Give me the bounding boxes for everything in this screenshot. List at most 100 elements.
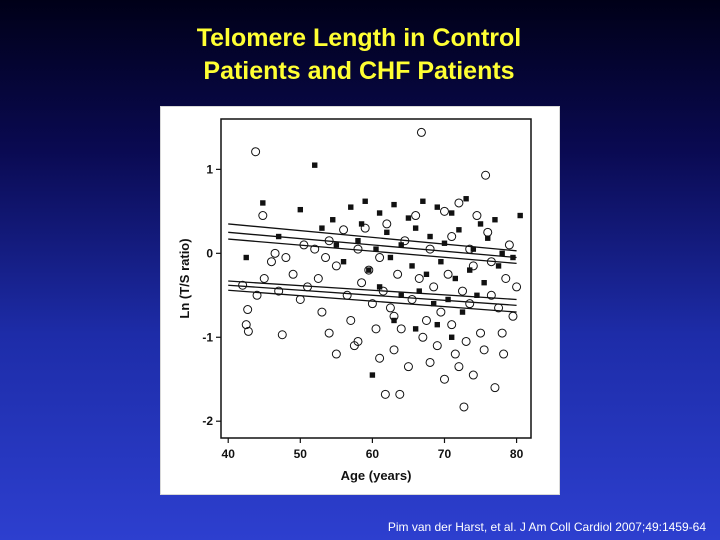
x-axis-label: Age (years) <box>341 468 412 483</box>
chf-point <box>430 300 437 307</box>
control-point <box>400 236 410 246</box>
chf-point <box>434 321 440 328</box>
control-point <box>443 269 453 279</box>
control-point <box>499 349 509 359</box>
regression-line <box>228 280 517 301</box>
chf-point <box>243 254 249 261</box>
control-point <box>274 286 284 296</box>
control-point <box>331 261 341 271</box>
control-point <box>504 240 514 250</box>
control-point <box>367 299 377 309</box>
chf-point <box>376 210 383 216</box>
chf-point <box>448 334 455 340</box>
data-points <box>238 127 523 412</box>
chf-point <box>312 162 318 168</box>
control-point <box>472 211 482 221</box>
control-point <box>324 236 334 246</box>
control-point <box>454 362 464 372</box>
control-point <box>385 303 395 313</box>
chf-point <box>456 227 462 233</box>
chf-point <box>366 267 372 273</box>
chf-point <box>333 242 340 248</box>
x-tick-label: 80 <box>510 447 524 461</box>
chf-point <box>416 288 422 294</box>
control-point <box>252 290 262 300</box>
control-point <box>243 305 253 315</box>
control-point <box>418 332 428 342</box>
control-point <box>479 345 489 355</box>
chf-point <box>492 217 498 223</box>
chf-point <box>448 210 455 216</box>
control-point <box>281 253 291 263</box>
control-point <box>461 336 471 346</box>
x-tick-label: 50 <box>294 447 308 461</box>
control-point <box>380 389 390 399</box>
control-point <box>439 206 449 216</box>
control-point <box>486 257 496 267</box>
chf-point <box>420 198 426 204</box>
control-point <box>497 328 507 338</box>
chf-point <box>495 263 502 269</box>
control-point <box>382 219 392 229</box>
x-tick-label: 40 <box>222 447 236 461</box>
chf-point <box>369 372 376 378</box>
control-point <box>303 282 313 292</box>
control-point <box>512 282 522 292</box>
control-point <box>317 307 327 317</box>
control-point <box>331 349 341 359</box>
chf-point <box>452 275 459 282</box>
chf-point <box>434 204 440 210</box>
control-point <box>494 303 504 313</box>
chf-point <box>340 259 347 265</box>
chf-point <box>405 215 412 221</box>
y-tick-label: 1 <box>206 162 213 176</box>
chf-point <box>517 212 523 219</box>
control-point <box>378 286 388 296</box>
axis-ticks: 40 50 60 70 80 -2 -1 0 1 <box>202 162 523 461</box>
regression-line <box>228 223 517 252</box>
control-point <box>429 282 439 292</box>
x-tick-label: 60 <box>366 447 380 461</box>
control-point <box>389 345 399 355</box>
control-point <box>310 244 320 254</box>
control-point <box>364 265 374 275</box>
chf-point <box>297 206 304 213</box>
plot-frame <box>220 118 532 439</box>
control-point <box>295 294 305 304</box>
chf-point <box>477 221 484 227</box>
chf-point <box>423 271 430 278</box>
chf-point <box>438 259 444 265</box>
chf-point <box>373 246 379 252</box>
control-point <box>414 274 424 283</box>
control-point <box>371 324 381 334</box>
control-point <box>458 286 468 296</box>
control-point <box>450 349 460 359</box>
control-point <box>407 294 417 304</box>
control-point <box>481 170 491 180</box>
control-point <box>508 311 518 321</box>
control-point <box>436 307 446 317</box>
chf-point <box>481 279 487 286</box>
chf-point <box>384 229 390 236</box>
chf-point <box>510 254 516 261</box>
slide-title-line-1: Telomere Length in Control <box>196 24 522 52</box>
control-point <box>483 227 493 237</box>
control-point <box>243 326 253 336</box>
chf-point <box>376 284 383 290</box>
control-point <box>465 299 475 309</box>
control-point <box>393 269 403 279</box>
chf-point <box>260 200 266 206</box>
chf-point <box>485 235 491 241</box>
chf-point <box>441 240 448 246</box>
chf-point <box>427 233 433 240</box>
regression-line <box>228 289 517 313</box>
chf-point <box>470 246 477 252</box>
control-point <box>447 320 457 330</box>
control-point <box>396 324 406 334</box>
chf-point <box>409 263 415 269</box>
chf-point <box>362 198 368 204</box>
control-point <box>321 253 331 263</box>
slide-title-line-2: Patients and CHF Patients <box>203 57 515 85</box>
chf-point <box>358 221 365 227</box>
control-point <box>277 330 287 340</box>
